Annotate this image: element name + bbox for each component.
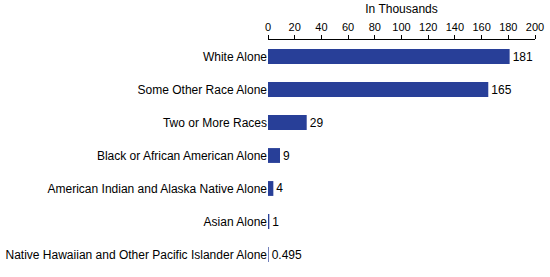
svg-text:100: 100 — [392, 21, 410, 33]
svg-text:60: 60 — [342, 21, 354, 33]
svg-text:160: 160 — [472, 21, 490, 33]
svg-text:In Thousands: In Thousands — [365, 2, 438, 16]
svg-text:0.495: 0.495 — [272, 248, 302, 262]
svg-text:165: 165 — [491, 83, 511, 97]
svg-text:80: 80 — [369, 21, 381, 33]
svg-text:20: 20 — [289, 21, 301, 33]
svg-text:1: 1 — [272, 215, 279, 229]
svg-text:0: 0 — [265, 21, 271, 33]
svg-text:Some Other Race Alone: Some Other Race Alone — [138, 83, 268, 97]
svg-text:American Indian and Alaska Nat: American Indian and Alaska Native Alone — [48, 182, 268, 196]
svg-text:120: 120 — [419, 21, 437, 33]
svg-text:29: 29 — [310, 116, 324, 130]
svg-text:White Alone: White Alone — [203, 50, 267, 64]
svg-text:4: 4 — [276, 181, 283, 195]
svg-text:9: 9 — [283, 149, 290, 163]
svg-text:Two or More Races: Two or More Races — [163, 116, 267, 130]
svg-text:180: 180 — [499, 21, 517, 33]
svg-text:200: 200 — [526, 21, 544, 33]
svg-text:Asian Alone: Asian Alone — [204, 215, 268, 229]
svg-text:40: 40 — [315, 21, 327, 33]
svg-text:Black or African American Alon: Black or African American Alone — [97, 149, 267, 163]
svg-text:Native Hawaiian and Other Paci: Native Hawaiian and Other Pacific Island… — [6, 248, 268, 262]
svg-text:140: 140 — [446, 21, 464, 33]
svg-text:181: 181 — [513, 50, 533, 64]
